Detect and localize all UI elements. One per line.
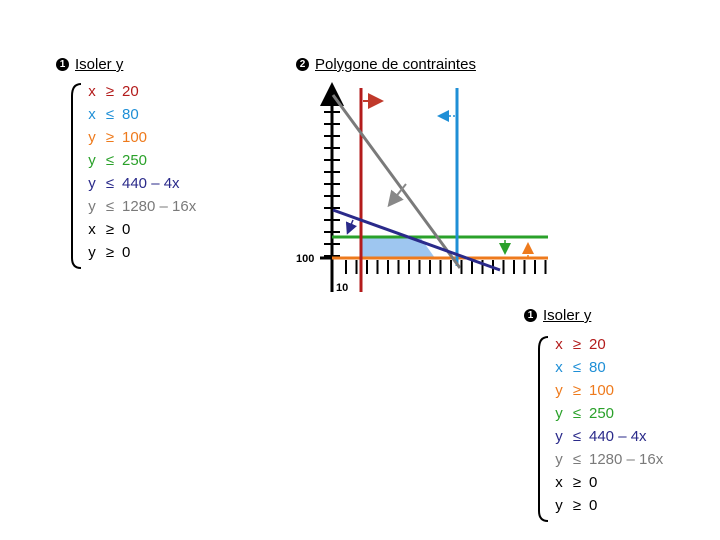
direction-arrow-gray xyxy=(387,183,407,208)
inequality-operator: ≤ xyxy=(572,359,582,376)
inequality-operator: ≥ xyxy=(105,83,115,100)
inequality-variable: y xyxy=(88,198,96,215)
inequality-operator: ≥ xyxy=(572,474,582,491)
inequality-operator: ≥ xyxy=(105,129,115,146)
inequality-variable: y xyxy=(88,175,96,192)
inequality-system-bottom: x ≥20 x ≤80 y ≥100 y ≤250 y ≤440 – 4x y ≤1280 – 16x… xyxy=(538,333,692,523)
constraint-line-y-le-1280-16x xyxy=(331,94,462,269)
step-number-badge: 1 xyxy=(524,309,537,322)
inequality-bound: 20 xyxy=(122,83,139,100)
y-tick-label: 100 xyxy=(296,253,314,265)
inequality-bound: 100 xyxy=(589,382,615,399)
inequality-operator: ≤ xyxy=(572,451,582,468)
inequality-bound: 1280 – 16x xyxy=(122,198,197,215)
inequality-variable: x xyxy=(555,359,563,376)
inequality-bound: 0 xyxy=(122,244,131,261)
step-number-badge: 1 xyxy=(56,58,69,71)
direction-arrow-navy xyxy=(345,219,357,235)
inequality-operator: ≥ xyxy=(572,336,582,353)
inequality-operator: ≤ xyxy=(105,175,115,192)
y-axis-ticks xyxy=(324,99,340,257)
inequality-bound: 440 – 4x xyxy=(122,175,180,192)
heading-title: Polygone de contraintes xyxy=(315,56,476,73)
inequality-bound: 80 xyxy=(122,106,139,123)
inequality-bound: 250 xyxy=(589,405,615,422)
heading-title: Isoler y xyxy=(543,307,592,324)
inequality-operator: ≤ xyxy=(572,405,582,422)
inequality-bound: 0 xyxy=(589,497,598,514)
inequality-operator: ≤ xyxy=(572,428,582,445)
inequality-operator: ≤ xyxy=(105,152,115,169)
left-brace xyxy=(538,336,549,522)
inequality-variable: y xyxy=(88,244,96,261)
inequality-operator: ≤ xyxy=(105,198,115,215)
inequality-bound: 250 xyxy=(122,152,148,169)
constraint-graph: 100 10 xyxy=(296,82,548,294)
inequality-variable: x xyxy=(555,336,563,353)
inequality-variable: x xyxy=(555,474,563,491)
inequality-variable: y xyxy=(555,451,563,468)
inequality-bound: 1280 – 16x xyxy=(589,451,664,468)
inequality-bound: 80 xyxy=(589,359,606,376)
inequality-variable: y xyxy=(88,152,96,169)
inequality-operator: ≥ xyxy=(105,221,115,238)
inequality-operator: ≤ xyxy=(105,106,115,123)
heading-title: Isoler y xyxy=(75,56,124,73)
step-number-badge: 2 xyxy=(296,58,309,71)
constraint-line-y-le-440-4x xyxy=(332,208,501,272)
inequality-variable: y xyxy=(555,428,563,445)
inequality-variable: x xyxy=(88,221,96,238)
inequality-variable: y xyxy=(88,129,96,146)
left-heading: 1 Isoler y xyxy=(56,56,123,73)
inequality-variable: x xyxy=(88,106,96,123)
inequality-operator: ≥ xyxy=(572,382,582,399)
inequality-variable: y xyxy=(555,405,563,422)
x-tick-label: 10 xyxy=(336,282,348,294)
inequality-variable: x xyxy=(88,83,96,100)
inequality-operator: ≥ xyxy=(572,497,582,514)
inequality-bound: 0 xyxy=(122,221,131,238)
inequality-bound: 0 xyxy=(589,474,598,491)
inequality-bound: 440 – 4x xyxy=(589,428,647,445)
left-brace xyxy=(71,83,82,269)
graph-heading: 2 Polygone de contraintes xyxy=(296,56,476,73)
inequality-variable: y xyxy=(555,497,563,514)
inequality-variable: y xyxy=(555,382,563,399)
feasible-region xyxy=(361,237,435,258)
inequality-bound: 100 xyxy=(122,129,148,146)
inequality-bound: 20 xyxy=(589,336,606,353)
inequality-system-left: x ≥20 x ≤80 y ≥100 y ≤250 y ≤440 – 4x y ≤1280 – 16x… xyxy=(71,80,225,270)
x-axis-ticks xyxy=(345,260,547,274)
inequality-operator: ≥ xyxy=(105,244,115,261)
bottom-heading: 1 Isoler y xyxy=(524,307,591,324)
